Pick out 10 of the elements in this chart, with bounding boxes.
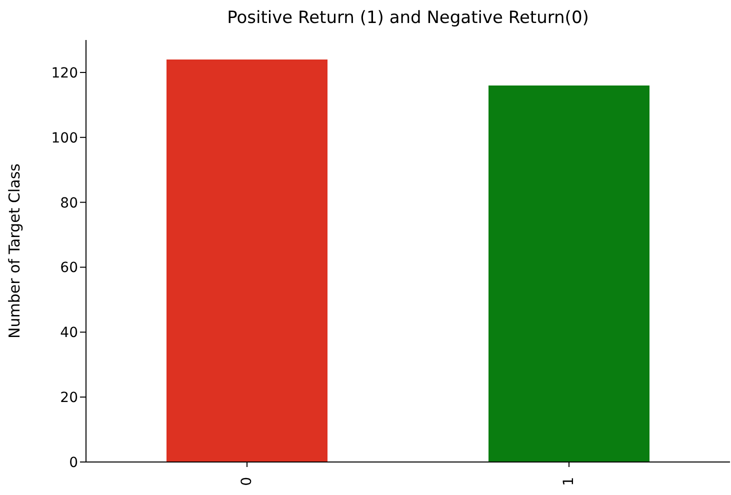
y-tick-label: 20 (60, 390, 78, 406)
y-tick-label: 60 (60, 260, 78, 276)
chart-title: Positive Return (1) and Negative Return(0) (226, 8, 590, 28)
y-tick-label: 120 (51, 65, 78, 82)
x-tick-label: 1 (561, 477, 577, 486)
y-tick-label: 0 (69, 454, 78, 471)
y-tick-label: 100 (51, 130, 78, 146)
y-tick-label: 40 (60, 325, 78, 342)
y-axis-title: Number of Target Class (5, 163, 24, 338)
y-tick-label: 80 (60, 195, 78, 212)
